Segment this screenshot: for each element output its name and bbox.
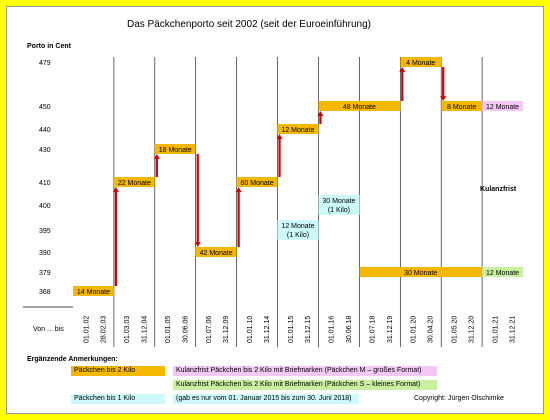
y-tick-label: 395 xyxy=(39,228,51,235)
x-tick-label: 01.03.03 xyxy=(124,316,131,343)
x-tick-label: 31.12.04 xyxy=(141,316,148,343)
jump-arrow-head xyxy=(194,242,201,247)
legend-orange: Päckchen bis 2 Kilo xyxy=(71,366,165,376)
x-tick-label: 01.01.02 xyxy=(83,316,90,343)
segment-bar xyxy=(441,101,483,111)
jump-arrow-head xyxy=(317,111,324,116)
y-tick-label: 440 xyxy=(39,127,51,134)
segment-label: 18 Monate xyxy=(159,147,192,154)
segment-bar xyxy=(73,286,114,296)
legend-pink: Kulanzfrist Päckchen bis 2 Kilo mit Brie… xyxy=(173,366,437,376)
copyright: Copyright: Jürgen Olschimke xyxy=(414,395,504,402)
x-tick-label: 30.06.18 xyxy=(346,316,353,343)
segment-label: 22 Monate xyxy=(118,180,151,187)
y-tick-labels: 368 379 390 395 400 410 430 440 450 479 xyxy=(39,60,51,296)
segment-bar xyxy=(482,101,523,111)
jump-arrow-head xyxy=(440,96,447,101)
segment-bar xyxy=(195,247,237,257)
segment-bar xyxy=(277,220,319,240)
x-tick-label: 31.12.15 xyxy=(305,316,312,343)
segment-label: 4 Monate xyxy=(406,60,435,67)
x-tick-label: 31.12.19 xyxy=(387,316,394,343)
jump-arrow-head xyxy=(276,134,283,139)
segment-label: 14 Monate xyxy=(77,289,110,296)
segment-bar xyxy=(359,267,483,277)
jump-arrow-head xyxy=(235,187,242,192)
y-tick-label: 400 xyxy=(39,203,51,210)
segment-label: 42 Monate xyxy=(200,250,233,257)
x-tick-label: 01.05.20 xyxy=(451,316,458,343)
x-tick-labels: 01.01.02 28.02.03 01.03.03 31.12.04 01.01.05… xyxy=(83,316,516,343)
segment-label: 12 Monate xyxy=(486,270,519,277)
x-tick-label: 30.06.06 xyxy=(182,316,189,343)
x-tick-label: 31.12.14 xyxy=(264,316,271,343)
porto-step-chart: Das Päckchenporto seit 2002 (seit der Eu… xyxy=(23,19,523,363)
segment-bar xyxy=(113,177,155,187)
chart-title: Das Päckchenporto seit 2002 (seit der Eu… xyxy=(127,19,371,30)
x-tick-label: 01.01.10 xyxy=(247,316,254,343)
x-tick-label: 30.04.20 xyxy=(428,316,435,343)
x-tick-label: 31.12.20 xyxy=(469,316,476,343)
segment-label: (1 Kilo) xyxy=(287,232,309,239)
segment-label: 12 Monate xyxy=(486,104,519,111)
x-tick-label: 31.12.21 xyxy=(510,316,517,343)
notes-title: Ergänzende Anmerkungen: xyxy=(27,356,118,363)
segment-bar xyxy=(154,144,196,154)
x-tick-label: 01.01.21 xyxy=(492,316,499,343)
jump-arrow-head xyxy=(399,67,406,72)
segment-label: 30 Monate xyxy=(404,270,437,277)
jump-arrow-head xyxy=(112,187,119,192)
chart-frame: Das Päckchenporto seit 2002 (seit der Eu… xyxy=(6,6,544,414)
segment-bar xyxy=(318,195,360,215)
segment-bar xyxy=(318,101,401,111)
segment-label: (1 Kilo) xyxy=(328,207,350,214)
x-tick-label: 01.01.05 xyxy=(165,316,172,343)
x-tick-label: 01.01.15 xyxy=(288,316,295,343)
y-tick-label: 390 xyxy=(39,250,51,257)
gridlines xyxy=(113,57,483,347)
segment-bar xyxy=(482,267,523,277)
segment-label: 12 Monate xyxy=(281,127,314,134)
segment-label: 30 Monate xyxy=(322,198,355,205)
y-tick-label: 479 xyxy=(39,60,51,67)
segment-bar xyxy=(236,177,278,187)
y-axis-label: Porto in Cent xyxy=(27,43,72,50)
y-tick-label: 450 xyxy=(39,104,51,111)
segment-label: 12 Monate xyxy=(281,223,314,230)
kulanzfrist-label: Kulanzfrist xyxy=(480,186,517,193)
x-tick-label: 31.12.09 xyxy=(223,316,230,343)
x-tick-label: 01.07.18 xyxy=(370,316,377,343)
y-tick-label: 368 xyxy=(39,289,51,296)
period-label: Von ... bis xyxy=(33,326,64,333)
jump-arrows xyxy=(112,67,447,286)
x-tick-label: 01.01.20 xyxy=(411,316,418,343)
jump-arrow-head xyxy=(153,154,160,159)
segment-bar xyxy=(277,124,319,134)
x-tick-label: 01.01.16 xyxy=(329,316,336,343)
segment-label: 8 Monate xyxy=(447,104,476,111)
segment-bar xyxy=(400,57,442,67)
x-tick-label: 01.07.06 xyxy=(206,316,213,343)
legend-cyan: Päckchen bis 1 Kilo xyxy=(71,394,165,404)
legend-green: Kulanzfrist Päckchen bis 2 Kilo mit Brie… xyxy=(173,380,437,390)
data-segments: 14 Monate 22 Monate 18 Monate 42 Monate 60 M… xyxy=(73,57,523,296)
x-tick-label: 28.02.03 xyxy=(100,316,107,343)
segment-label: 48 Monate xyxy=(343,104,376,111)
y-tick-label: 410 xyxy=(39,180,51,187)
y-tick-label: 430 xyxy=(39,147,51,154)
y-tick-label: 379 xyxy=(39,270,51,277)
legend-cyan-note: (gab es nur vom 01. Januar 2015 bis zum … xyxy=(173,394,359,404)
segment-label: 60 Monate xyxy=(241,180,274,187)
